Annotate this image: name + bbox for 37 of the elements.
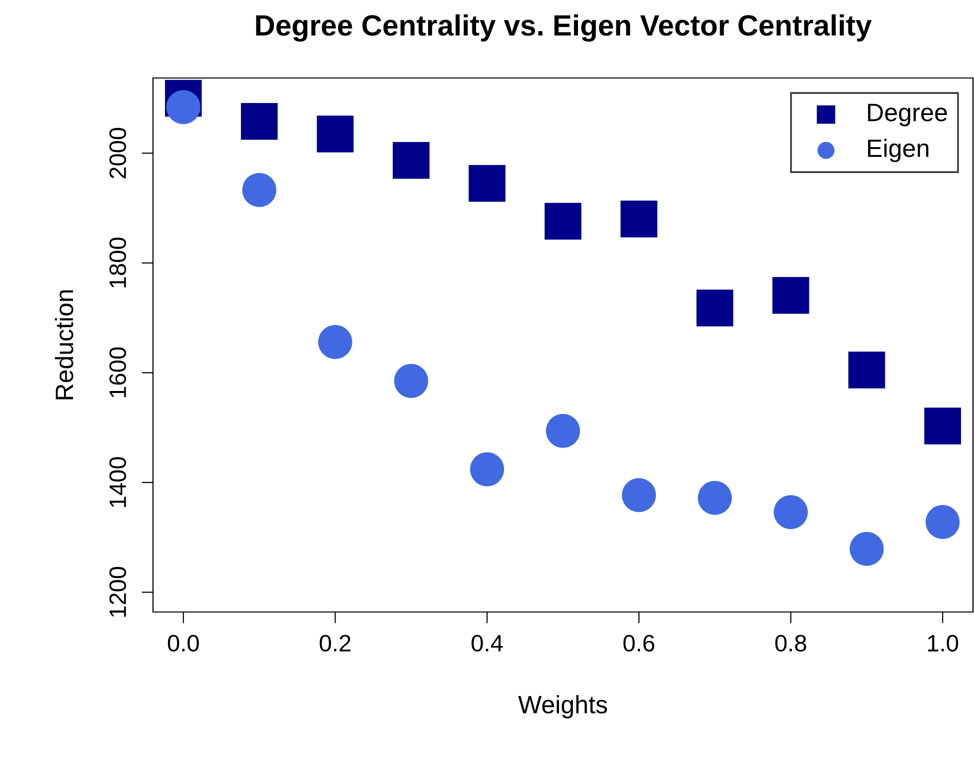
chart-title: Degree Centrality vs. Eigen Vector Centrality (256, 14, 872, 42)
point (696, 290, 734, 326)
legend-label: Eigen (868, 138, 928, 162)
point (546, 414, 580, 448)
legend-label: Degree (868, 104, 947, 126)
y-tick-label: 2000 (109, 128, 126, 178)
x-tick-label: 0.8 (775, 634, 806, 652)
point (772, 276, 810, 314)
x-tick-label: 0.4 (472, 634, 503, 652)
point (316, 116, 354, 152)
x-tick-label: 0.0 (168, 634, 199, 652)
point (698, 480, 732, 515)
point (242, 172, 276, 207)
y-axis-title: Reduction (54, 290, 74, 400)
x-tick-label: 0.6 (623, 634, 654, 652)
point (774, 495, 808, 530)
point (622, 478, 656, 512)
point (394, 364, 428, 398)
point (166, 90, 200, 124)
point (848, 352, 886, 388)
point (240, 102, 278, 140)
point (924, 408, 961, 444)
point (470, 452, 504, 486)
y-tick-label: 1800 (109, 238, 126, 288)
point (318, 324, 352, 359)
point (926, 504, 960, 540)
x-tick-label: 0.2 (320, 634, 350, 652)
y-tick-label: 1200 (109, 566, 126, 617)
x-tick-label: 1.0 (928, 634, 958, 652)
point (468, 165, 506, 202)
point (392, 142, 430, 179)
y-tick-label: 1600 (109, 347, 126, 398)
point (620, 200, 658, 238)
y-tick-label: 1400 (109, 457, 126, 507)
point (544, 202, 582, 240)
point (850, 532, 884, 566)
x-axis-title: Weights (518, 695, 608, 718)
